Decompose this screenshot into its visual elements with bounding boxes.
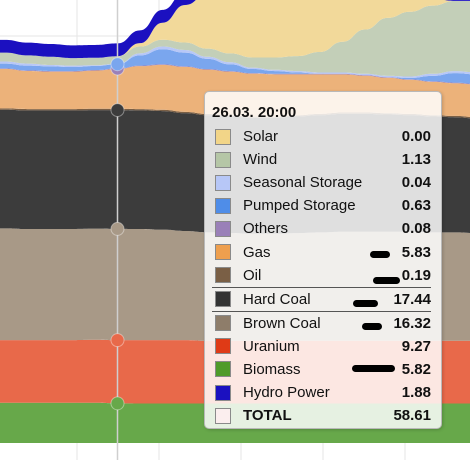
row-label: Solar <box>243 128 279 146</box>
solar-swatch <box>215 128 231 145</box>
redaction-scribble <box>362 322 382 330</box>
redaction-scribble <box>352 364 395 372</box>
row-label: Hydro Power <box>243 384 330 402</box>
row-label: Seasonal Storage <box>243 174 363 192</box>
row-value: 58.61 <box>393 407 431 425</box>
tooltip-row-oil: Oil 0.19 <box>212 264 431 287</box>
row-label: Hard Coal <box>243 290 311 308</box>
row-value: 0.63 <box>401 197 431 215</box>
row-label: Biomass <box>243 360 301 378</box>
row-label: Uranium <box>243 337 300 355</box>
hard-coal-swatch <box>215 291 231 308</box>
tooltip-row-solar: Solar 0.00 <box>212 125 431 148</box>
marker-uranium <box>110 333 125 348</box>
tooltip-rows: Solar 0.00 Wind 1.13 Seasonal Storage 0.… <box>212 125 431 427</box>
row-label: Brown Coal <box>243 314 321 332</box>
oil-swatch <box>215 267 231 284</box>
tooltip-row-wind: Wind 1.13 <box>212 148 431 171</box>
row-value: 0.00 <box>401 128 431 146</box>
row-label: Others <box>243 220 289 238</box>
brown-coal-swatch <box>215 315 231 332</box>
wind-swatch <box>215 151 231 168</box>
row-value: 1.88 <box>401 384 431 402</box>
hydro-power-swatch <box>215 384 231 401</box>
redaction-scribble <box>370 251 390 259</box>
row-label: Gas <box>243 243 271 261</box>
row-value: 5.82 <box>401 360 431 378</box>
area-solar <box>0 0 470 59</box>
row-value: 16.32 <box>393 314 431 332</box>
biomass-swatch <box>215 361 231 378</box>
gas-swatch <box>215 244 231 261</box>
uranium-swatch <box>215 338 231 355</box>
redaction-scribble <box>373 276 400 284</box>
marker-hard-coal <box>110 103 125 118</box>
marker-biomass <box>110 396 125 411</box>
tooltip-date: 26.03. 20:00 <box>212 104 297 121</box>
tooltip-row-hard-coal: Hard Coal 17.44 <box>212 286 431 311</box>
others-swatch <box>215 220 231 237</box>
row-label: Pumped Storage <box>243 197 356 215</box>
tooltip-row-uranium: Uranium 9.27 <box>212 335 431 358</box>
tooltip-row-biomass: Biomass 5.82 <box>212 358 431 381</box>
row-value: 5.83 <box>401 243 431 261</box>
seasonal-storage-swatch <box>215 174 231 191</box>
tooltip-row-gas: Gas 5.83 <box>212 240 431 263</box>
hover-cursor <box>110 0 125 460</box>
row-value: 1.13 <box>401 151 431 169</box>
tooltip-row-hydro-power: Hydro Power 1.88 <box>212 381 431 404</box>
pumped-storage-swatch <box>215 197 231 214</box>
row-value: 0.04 <box>401 174 431 192</box>
area-seasonal-storage <box>0 46 470 78</box>
row-label: Oil <box>243 266 262 284</box>
row-value: 17.44 <box>393 290 431 308</box>
marker-pumped-storage <box>110 57 125 72</box>
marker-brown-coal <box>110 221 125 236</box>
redaction-scribble <box>353 299 378 307</box>
row-value: 9.27 <box>401 337 431 355</box>
tooltip-row-seasonal-storage: Seasonal Storage 0.04 <box>212 171 431 194</box>
tooltip-row-total: TOTAL 58.61 <box>212 404 431 427</box>
tooltip-row-others: Others 0.08 <box>212 217 431 240</box>
row-label: Wind <box>243 151 278 169</box>
area-pumped-storage <box>0 49 470 84</box>
tooltip-row-pumped-storage: Pumped Storage 0.63 <box>212 194 431 217</box>
row-value: 0.19 <box>401 266 431 284</box>
data-tooltip: 26.03. 20:00 Solar 0.00 Wind 1.13 Season… <box>204 91 442 429</box>
row-label: TOTAL <box>243 407 292 425</box>
tooltip-row-brown-coal: Brown Coal 16.32 <box>212 310 431 335</box>
total-swatch <box>215 407 231 424</box>
row-value: 0.08 <box>401 220 431 238</box>
